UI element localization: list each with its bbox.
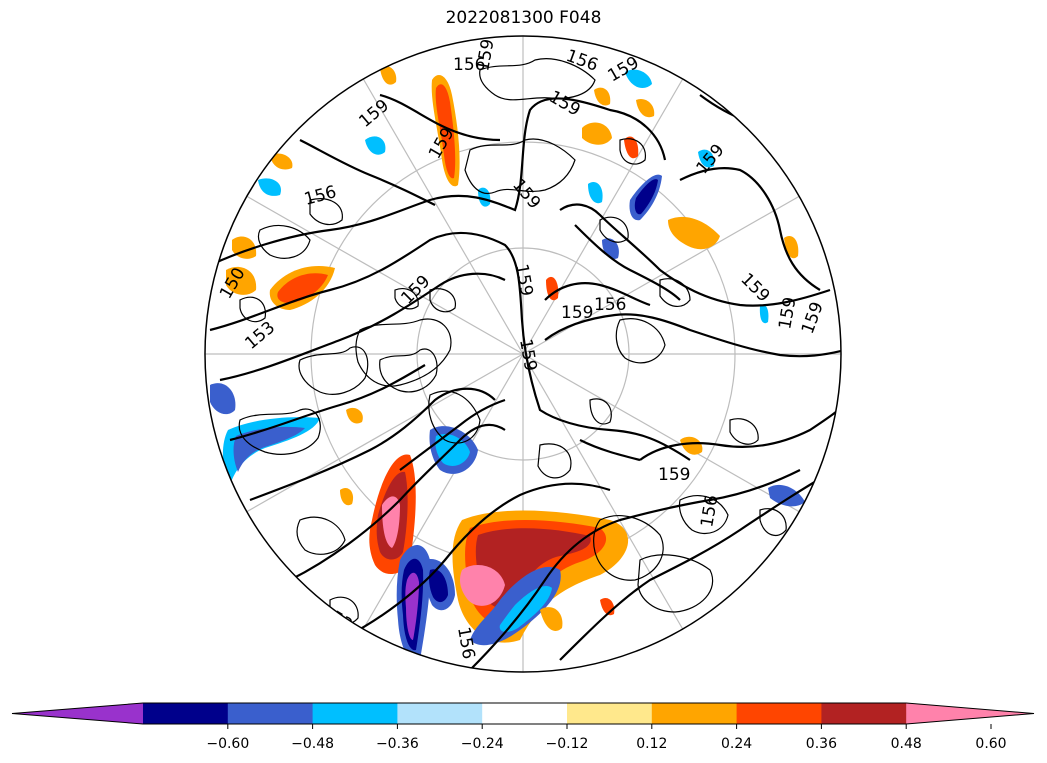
colorbar-swatch bbox=[821, 703, 907, 724]
contour-label: 159 bbox=[658, 465, 690, 485]
colorbar-tick-label: −0.24 bbox=[460, 736, 504, 752]
colorbar-tick-label: −0.60 bbox=[206, 736, 250, 752]
contour-label: 159 bbox=[561, 303, 593, 323]
colorbar bbox=[11, 702, 1035, 729]
colorbar-extend-min bbox=[12, 703, 143, 724]
colorbar-swatch bbox=[651, 703, 738, 724]
colorbar-swatch bbox=[312, 703, 398, 724]
colorbar-tick-label: 0.12 bbox=[636, 736, 668, 752]
polar-map: 156 159 159 159 156 159 159 159 156 159 … bbox=[204, 35, 842, 673]
contour-label: 156 bbox=[594, 295, 626, 315]
colorbar-tick-label: 0.36 bbox=[805, 736, 837, 752]
contour-label: 156 bbox=[453, 55, 485, 75]
colorbar-swatch bbox=[482, 703, 568, 724]
colorbar-swatch bbox=[567, 703, 653, 724]
coastlines bbox=[238, 58, 787, 625]
height-contours bbox=[205, 93, 841, 671]
colorbar-tick-label: 0.24 bbox=[721, 736, 753, 752]
map-title: 2022081300 F048 bbox=[445, 8, 602, 28]
colorbar-swatch bbox=[736, 703, 822, 724]
colorbar-tick-label: −0.36 bbox=[375, 736, 419, 752]
colorbar-tick-label: 0.60 bbox=[975, 736, 1007, 752]
colorbar-extend-max bbox=[906, 703, 1034, 724]
colorbar-swatch bbox=[227, 703, 314, 724]
graticule bbox=[205, 36, 841, 672]
colorbar-tick-label: −0.12 bbox=[545, 736, 589, 752]
anomaly-shading bbox=[210, 65, 805, 661]
colorbar-swatch bbox=[397, 703, 483, 724]
colorbar-outline bbox=[11, 702, 1035, 725]
map-boundary bbox=[204, 35, 842, 673]
colorbar-swatch bbox=[143, 703, 229, 724]
colorbar-tick-label: −0.48 bbox=[291, 736, 335, 752]
colorbar-tick-label: 0.48 bbox=[890, 736, 922, 752]
